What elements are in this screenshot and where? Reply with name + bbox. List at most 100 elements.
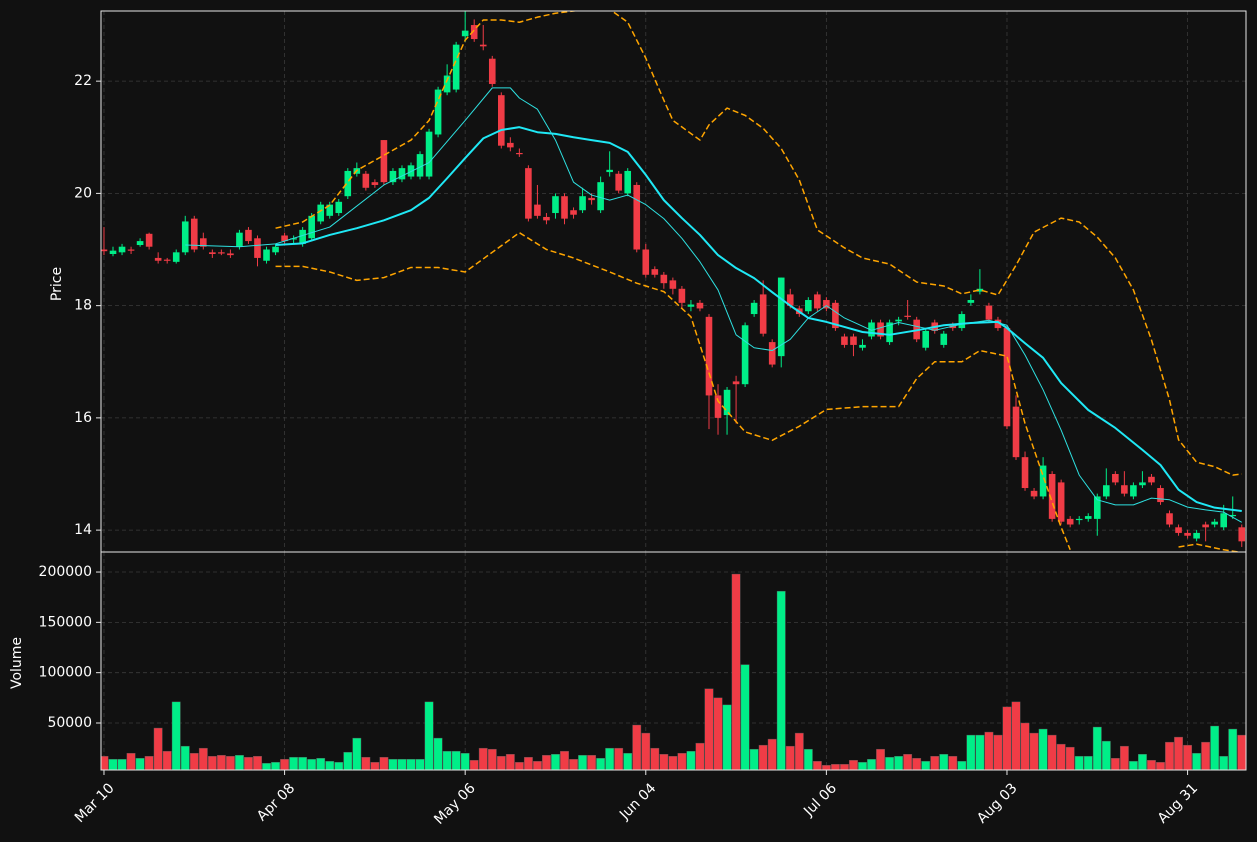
- candle-body: [425, 131, 433, 177]
- y-tick-label: 150000: [39, 614, 92, 630]
- volume-bar: [388, 759, 398, 770]
- candle-body: [1003, 328, 1011, 427]
- volume-bar: [487, 748, 497, 770]
- candle-body: [1166, 513, 1173, 525]
- volume-bar: [1110, 758, 1120, 770]
- volume-bar: [523, 757, 533, 770]
- candle-body: [443, 75, 451, 93]
- candle-body: [660, 274, 668, 284]
- volume-bar: [903, 753, 913, 770]
- volume-bar: [957, 761, 967, 770]
- volume-bar: [966, 734, 976, 770]
- volume-bar: [1165, 741, 1174, 770]
- candle-body: [841, 336, 848, 345]
- candle-body: [777, 277, 785, 357]
- candle-body: [163, 259, 171, 261]
- volume-bar: [912, 758, 922, 770]
- candle-body: [209, 252, 216, 255]
- candle-body: [344, 170, 352, 197]
- volume-bar: [289, 757, 299, 770]
- volume-bar: [370, 762, 380, 770]
- candle-body: [543, 216, 550, 221]
- candle-body: [236, 232, 243, 247]
- candle-body: [470, 25, 478, 40]
- volume-bar: [478, 747, 488, 770]
- candle-body: [976, 288, 984, 292]
- volume-bar: [812, 761, 822, 770]
- candle-body: [1075, 518, 1083, 521]
- candle-body: [1202, 524, 1209, 528]
- candle-body: [859, 344, 866, 348]
- volume-bar: [253, 756, 262, 770]
- candle-body: [561, 196, 568, 219]
- volume-bar: [171, 701, 181, 770]
- candle-body: [940, 333, 948, 345]
- candle-body: [922, 330, 930, 348]
- volume-bar: [858, 762, 867, 770]
- indicator-line: [275, 231, 1242, 552]
- volume-bar: [280, 759, 289, 770]
- volume-bar: [180, 745, 190, 770]
- volume-bar: [1147, 760, 1156, 770]
- candle-body: [1012, 406, 1020, 458]
- candle-body: [398, 168, 406, 180]
- candle-body: [154, 257, 162, 261]
- volume-bar: [984, 731, 994, 770]
- volume-bar: [939, 753, 949, 770]
- volume-bar: [569, 759, 578, 770]
- y-axis-label: Volume: [9, 637, 25, 689]
- candle-body: [272, 246, 279, 253]
- volume-frame: [100, 551, 1247, 771]
- volume-bar: [514, 762, 524, 770]
- candle-body: [136, 241, 144, 246]
- y-tick-label: 22: [74, 73, 92, 89]
- candle-body: [723, 389, 731, 416]
- volume-bar: [1237, 734, 1246, 770]
- volume-bar: [460, 752, 470, 770]
- volume-bar: [451, 750, 461, 770]
- candle-body: [434, 89, 442, 135]
- indicator-line: [275, 126, 1242, 513]
- candle-body: [371, 182, 379, 185]
- candle-body: [1084, 516, 1092, 519]
- volume-bar: [189, 752, 199, 770]
- candle-body: [1157, 488, 1164, 503]
- candle-body: [1039, 465, 1047, 497]
- candle-body: [127, 249, 135, 251]
- volume-bar: [424, 701, 434, 770]
- candle-body: [768, 342, 776, 365]
- candle-body: [299, 229, 306, 244]
- candle-body: [172, 252, 180, 262]
- volume-bar: [496, 756, 506, 770]
- candle-body: [994, 319, 1002, 329]
- candle-body: [1057, 482, 1065, 522]
- y-axis-label: Price: [49, 267, 65, 301]
- candle-body: [651, 269, 659, 275]
- volume-bar: [361, 757, 371, 770]
- volume-bar: [668, 756, 678, 770]
- volume-bar: [758, 744, 768, 770]
- y-tick-label: 14: [74, 522, 92, 538]
- volume-bar: [623, 752, 633, 770]
- candle-body: [452, 44, 460, 90]
- volume-bar: [1020, 722, 1030, 770]
- candle-body: [335, 201, 343, 214]
- volume-bar: [415, 759, 425, 770]
- volume-bar: [235, 755, 244, 770]
- candle-body: [805, 300, 812, 312]
- candle-body: [597, 182, 604, 211]
- volume-bar: [605, 747, 615, 770]
- candle-body: [1139, 482, 1146, 486]
- candle-body: [181, 221, 189, 253]
- volume-bar: [1201, 741, 1211, 770]
- candle-body: [118, 246, 126, 253]
- volume-bar: [885, 757, 894, 770]
- candle-body: [1175, 527, 1182, 533]
- volume-bar: [533, 761, 542, 770]
- volume-bar: [794, 732, 804, 770]
- volume-bar: [930, 756, 940, 770]
- candle-body: [263, 249, 270, 261]
- candle-body: [1148, 476, 1155, 483]
- candle-body: [624, 170, 632, 194]
